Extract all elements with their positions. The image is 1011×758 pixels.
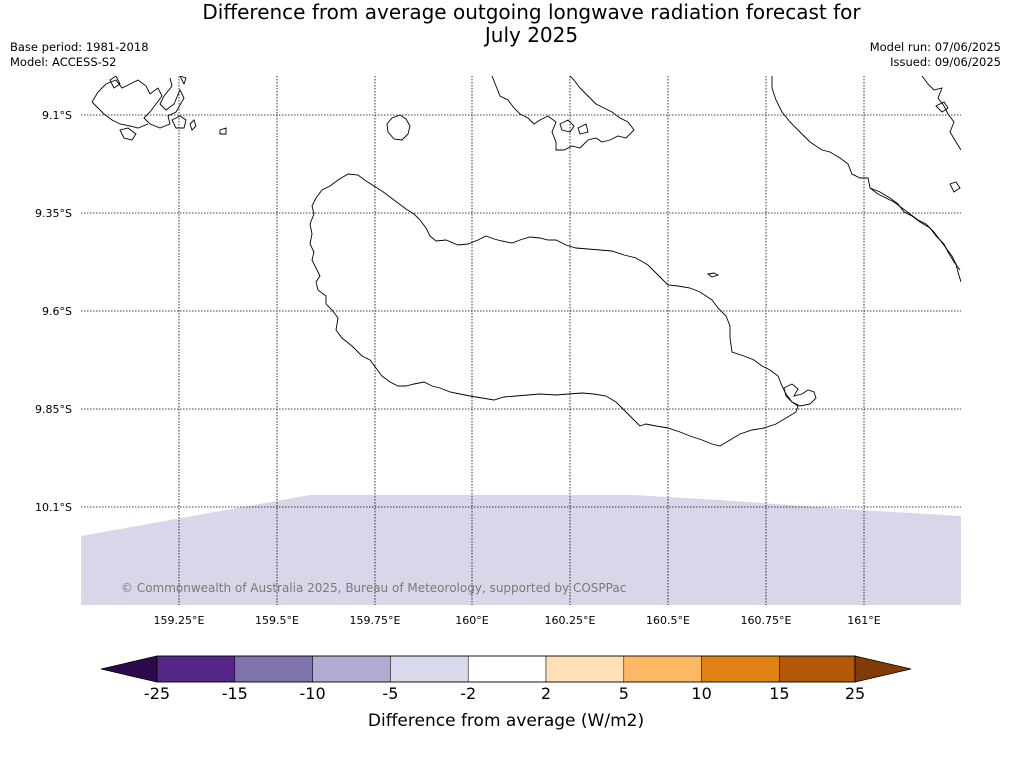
lon-label: 160.75°E <box>741 614 792 627</box>
colorbar-tick-label: -5 <box>382 684 398 703</box>
colorbar-segment <box>467 655 547 683</box>
title-line-2: July 2025 <box>484 23 579 47</box>
anomaly-fill-region <box>81 495 961 605</box>
gridlines <box>81 76 961 605</box>
guadalcanal-coastline <box>309 173 799 447</box>
lat-label: 9.35°S <box>35 207 72 220</box>
colorbar-tick-label: -25 <box>144 684 170 703</box>
colorbar-tick-label: 15 <box>769 684 789 703</box>
florida-islands-coastline <box>91 77 185 129</box>
lat-label: 9.85°S <box>35 403 72 416</box>
colorbar: -25 -15 -10 -5 -2 2 5 10 15 25 Differenc… <box>100 655 912 731</box>
coastlines <box>91 76 961 447</box>
colorbar-segment <box>623 655 702 683</box>
chart-title: Difference from average outgoing longwav… <box>0 1 1011 47</box>
colorbar-extension-right <box>854 655 912 683</box>
colorbar-segment <box>545 655 625 683</box>
lat-label: 9.6°S <box>42 305 72 318</box>
lon-label: 160°E <box>455 614 488 627</box>
russell-islands-coastline <box>491 76 635 151</box>
colorbar-segment <box>779 655 856 683</box>
maramasike-coastline <box>869 187 961 271</box>
colorbar-tick-label: -15 <box>222 684 248 703</box>
issued-text: Issued: 09/06/2025 <box>890 55 1001 69</box>
colorbar-tick-label: -10 <box>300 684 326 703</box>
marau-coastline <box>783 383 817 407</box>
lon-label: 159.25°E <box>154 614 205 627</box>
latitude-labels: 9.1°S 9.35°S 9.6°S 9.85°S 10.1°S <box>35 109 72 514</box>
colorbar-tick-label: 2 <box>541 684 551 703</box>
colorbar-tick-label: -2 <box>460 684 476 703</box>
colorbar-segment <box>390 655 469 683</box>
colorbar-segment <box>156 655 236 683</box>
colorbar-tick-label: 10 <box>691 684 711 703</box>
islet-5-coastline <box>559 119 589 135</box>
tulagi-coastline <box>119 127 137 141</box>
islet-6-coastline <box>935 101 961 193</box>
islet-coastline <box>706 272 720 278</box>
meta-left: Base period: 1981-2018 Model: ACCESS-S2 <box>10 40 149 70</box>
colorbar-segment <box>701 655 780 683</box>
copyright-text: © Commonwealth of Australia 2025, Bureau… <box>121 581 626 595</box>
colorbar-tick-label: 5 <box>619 684 629 703</box>
longitude-labels: 159.25°E 159.5°E 159.75°E 160°E 160.25°E… <box>154 614 881 627</box>
base-period-text: Base period: 1981-2018 <box>10 40 149 54</box>
colorbar-tick-label: 25 <box>845 684 865 703</box>
model-run-text: Model run: 07/06/2025 <box>869 40 1001 54</box>
model-text: Model: ACCESS-S2 <box>10 55 117 69</box>
lon-label: 159.75°E <box>350 614 401 627</box>
colorbar-title: Difference from average (W/m2) <box>368 711 644 731</box>
lon-label: 160.25°E <box>545 614 596 627</box>
lat-label: 9.1°S <box>42 109 72 122</box>
lon-label: 159.5°E <box>255 614 299 627</box>
lon-label: 161°E <box>847 614 880 627</box>
islet-2-coastline <box>171 115 187 129</box>
savo-coastline <box>386 114 411 141</box>
colorbar-segment <box>312 655 391 683</box>
islet-3-coastline <box>189 119 227 135</box>
malaita-north-coastline <box>921 76 961 151</box>
malaita-coastline <box>771 76 961 283</box>
lat-label: 10.1°S <box>35 501 72 514</box>
meta-right: Model run: 07/06/2025 Issued: 09/06/2025 <box>870 40 1001 70</box>
lon-label: 160.5°E <box>646 614 690 627</box>
colorbar-segment <box>234 655 313 683</box>
title-line-1: Difference from average outgoing longwav… <box>202 0 861 24</box>
islet-4-coastline <box>109 76 187 89</box>
colorbar-extension-left <box>100 655 158 683</box>
